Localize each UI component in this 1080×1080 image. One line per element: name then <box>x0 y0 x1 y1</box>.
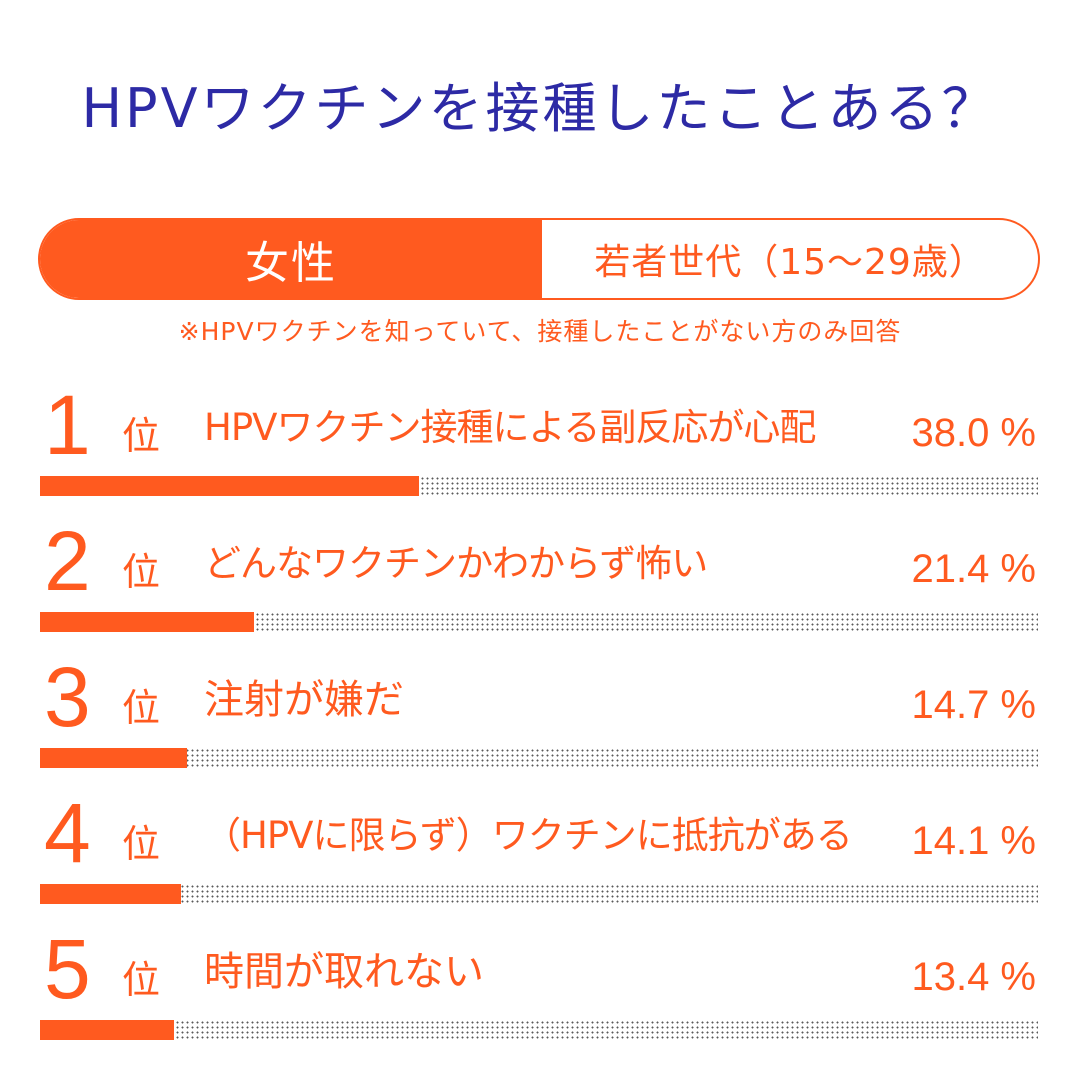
segment-youth-generation[interactable]: 若者世代（15〜29歳） <box>594 242 986 283</box>
rank-percent: 21.4 % <box>911 547 1036 591</box>
rank-percent: 13.4 % <box>911 955 1036 999</box>
rank-number: 3 <box>44 650 91 744</box>
rank-percent: 14.1 % <box>911 819 1036 863</box>
rank-label: HPVワクチン接種による副反応が心配 <box>204 406 816 449</box>
page-title: HPVワクチンを接種したことある？ <box>81 77 999 140</box>
rank-label: どんなワクチンかわからず怖い <box>204 542 708 585</box>
bar-fill-4 <box>40 884 181 904</box>
rank-unit: 位 <box>122 958 161 1002</box>
segment-female[interactable]: 女性 <box>40 220 542 298</box>
rank-percent: 14.7 % <box>911 683 1036 727</box>
rank-number: 2 <box>44 514 91 608</box>
bar-track <box>40 476 1038 496</box>
rank-row-1: 1 位 HPVワクチン接種による副反応が心配 38.0 % <box>0 380 1080 500</box>
rank-label: （HPVに限らず）ワクチンに抵抗がある <box>204 814 853 857</box>
rank-unit: 位 <box>122 414 161 458</box>
segment-control: 女性 若者世代（15〜29歳） <box>38 218 1040 300</box>
rank-percent: 38.0 % <box>911 411 1036 455</box>
bar-track <box>40 748 1038 768</box>
survey-note: ※HPVワクチンを知っていて、接種したことがない方のみ回答 <box>178 317 902 346</box>
rank-number: 4 <box>44 786 91 880</box>
rank-row-4: 4 位 （HPVに限らず）ワクチンに抵抗がある 14.1 % <box>0 788 1080 908</box>
rank-unit: 位 <box>122 822 161 866</box>
rank-number: 1 <box>44 378 91 472</box>
bar-fill-3 <box>40 748 187 768</box>
bar-track <box>40 884 1038 904</box>
bar-fill-5 <box>40 1020 174 1040</box>
rank-row-2: 2 位 どんなワクチンかわからず怖い 21.4 % <box>0 516 1080 636</box>
rank-row-5: 5 位 時間が取れない 13.4 % <box>0 924 1080 1044</box>
rank-unit: 位 <box>122 550 161 594</box>
rank-number: 5 <box>44 922 91 1016</box>
bar-track <box>40 1020 1038 1040</box>
rank-unit: 位 <box>122 686 161 730</box>
bar-fill-1 <box>40 476 420 496</box>
rank-label: 注射が嫌だ <box>204 677 404 723</box>
rank-row-3: 3 位 注射が嫌だ 14.7 % <box>0 652 1080 772</box>
bar-track <box>40 612 1038 632</box>
rank-label: 時間が取れない <box>204 949 484 995</box>
bar-fill-2 <box>40 612 254 632</box>
